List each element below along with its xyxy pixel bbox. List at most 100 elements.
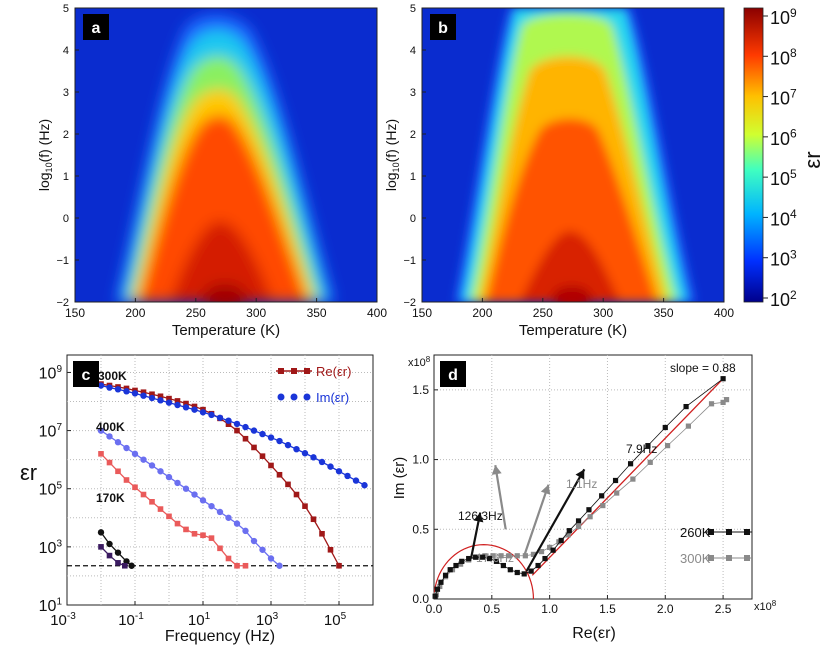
y-tick-label: 107 bbox=[39, 422, 63, 440]
panel-a-label-box bbox=[83, 14, 109, 40]
data-point bbox=[123, 477, 130, 483]
data-point bbox=[361, 482, 368, 489]
data-point bbox=[453, 562, 459, 569]
data-point bbox=[114, 549, 122, 556]
data-point bbox=[132, 484, 138, 491]
data-point bbox=[97, 382, 105, 389]
data-point bbox=[128, 562, 135, 569]
x-tick-label: 350 bbox=[307, 306, 327, 320]
y-tick-label: 0 bbox=[63, 213, 69, 225]
panel-b-y-axis-title: log10(f) (Hz) bbox=[383, 119, 401, 191]
x-tick-label: 150 bbox=[65, 306, 85, 320]
data-point bbox=[98, 451, 104, 457]
y-tick-label: 2 bbox=[410, 129, 416, 141]
annotation-arrowhead bbox=[491, 465, 502, 475]
legend-re-marker bbox=[291, 368, 297, 374]
panel-d-y-ticks: 0.0 0.5 1.0 1.5 bbox=[412, 383, 438, 606]
data-point bbox=[106, 384, 113, 391]
data-point bbox=[251, 444, 257, 451]
colorbar-tick-label: 102 bbox=[770, 288, 797, 310]
data-point bbox=[149, 391, 155, 398]
data-point bbox=[645, 443, 651, 449]
colorbar-tick-label: 106 bbox=[770, 127, 797, 149]
data-point bbox=[106, 540, 113, 548]
data-point bbox=[131, 390, 139, 397]
y-tick-label: 1 bbox=[63, 171, 69, 183]
y-tick-label: −2 bbox=[403, 297, 416, 309]
data-point bbox=[614, 490, 620, 496]
annotation-7-9hz: 7.9Hz bbox=[626, 442, 657, 456]
colorbar-gradient bbox=[743, 7, 764, 303]
x-tick-label: 250 bbox=[533, 306, 553, 320]
x-tick-label: 400 bbox=[714, 306, 734, 320]
x-tick-label: 105 bbox=[324, 611, 347, 629]
x-multiplier: x108 bbox=[754, 599, 777, 613]
panel-b-x-axis-title: Temperature (K) bbox=[519, 322, 627, 339]
data-point bbox=[514, 553, 520, 559]
data-point bbox=[225, 417, 232, 424]
data-point bbox=[442, 572, 449, 578]
data-point bbox=[208, 535, 215, 541]
x-tick-label: 101 bbox=[188, 611, 211, 629]
data-point bbox=[437, 583, 443, 590]
data-point bbox=[200, 532, 206, 539]
data-point bbox=[318, 458, 326, 466]
data-point bbox=[115, 468, 121, 475]
data-point bbox=[683, 403, 689, 410]
data-point bbox=[106, 433, 113, 440]
data-point bbox=[131, 450, 139, 458]
data-point bbox=[217, 545, 223, 552]
legend-re-marker bbox=[278, 368, 284, 374]
data-point bbox=[276, 562, 283, 569]
annotation-arrow bbox=[525, 468, 586, 572]
y-tick-label: 103 bbox=[39, 538, 63, 556]
panel-d: d slope = 0.88 17.6Hz 1.1Hz 7.9Hz 126.3H… bbox=[391, 354, 777, 642]
data-point bbox=[140, 389, 147, 396]
annotation-arrow bbox=[523, 484, 550, 557]
data-point bbox=[259, 430, 266, 438]
data-point bbox=[165, 473, 173, 481]
panel-b-y-ticks: −2 −1 0 1 2 3 4 5 bbox=[403, 3, 426, 309]
y-tick-label: −1 bbox=[403, 255, 416, 267]
data-point bbox=[174, 398, 181, 404]
data-point bbox=[242, 562, 249, 569]
data-point bbox=[720, 399, 726, 406]
data-point bbox=[216, 508, 224, 516]
data-point bbox=[242, 423, 249, 431]
y-tick-label: 1.0 bbox=[412, 453, 429, 467]
data-point bbox=[566, 528, 572, 534]
legend-re-text: Re(εr) bbox=[316, 364, 351, 379]
data-point bbox=[310, 454, 317, 461]
colorbar-tick-label: 109 bbox=[770, 6, 797, 28]
data-point bbox=[447, 567, 453, 573]
annotation-arrow bbox=[494, 464, 507, 530]
data-point bbox=[506, 553, 512, 559]
legend-re-marker bbox=[304, 368, 310, 374]
data-point bbox=[157, 393, 164, 400]
x-tick-label: 2.0 bbox=[657, 602, 674, 616]
data-point bbox=[586, 507, 592, 513]
data-point bbox=[114, 439, 122, 446]
data-point bbox=[293, 491, 300, 498]
data-point bbox=[234, 562, 240, 569]
y-tick-label: 4 bbox=[63, 45, 69, 57]
data-point bbox=[166, 513, 172, 520]
data-point bbox=[191, 406, 198, 413]
panel-a-heat-blob bbox=[115, 14, 335, 302]
data-point bbox=[123, 388, 130, 395]
panel-c-legend: Re(εr) Im(εr) bbox=[276, 364, 351, 405]
y-tick-label: 2 bbox=[63, 129, 69, 141]
y-multiplier: x108 bbox=[408, 355, 431, 369]
data-point bbox=[250, 537, 258, 545]
data-point bbox=[587, 514, 593, 520]
data-point bbox=[310, 516, 317, 523]
data-point bbox=[612, 477, 619, 484]
data-point bbox=[98, 544, 104, 550]
data-point bbox=[191, 530, 198, 537]
x-tick-label: 0.5 bbox=[483, 602, 500, 616]
y-tick-label: 3 bbox=[410, 87, 416, 99]
data-point bbox=[157, 468, 164, 475]
y-tick-label: 105 bbox=[39, 480, 63, 498]
data-point bbox=[242, 435, 249, 442]
x-tick-label: 200 bbox=[472, 306, 492, 320]
